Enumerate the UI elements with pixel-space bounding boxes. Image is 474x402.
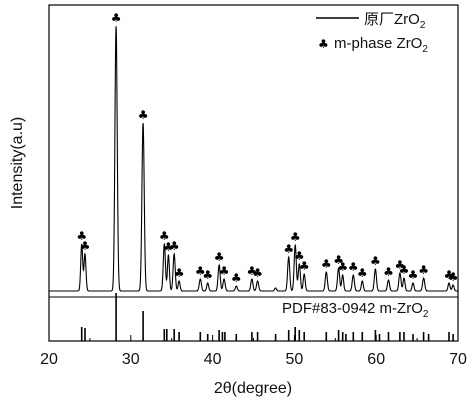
peak-marker-club-icon: ♣ [202,268,213,282]
peak-marker-club-icon: ♣ [357,266,368,280]
x-tick-label: 40 [204,351,222,368]
peak-marker-club-icon: ♣ [290,230,301,244]
peak-marker-club-icon: ♣ [395,258,406,272]
peak-marker-club-icon: ♣ [399,263,410,277]
peak-marker-club-icon: ♣ [252,266,263,280]
plot-area: ♣♣♣♣♣♣♣♣ ♣♣♣♣ ♣ ♣♣♣♣♣♣ ♣ ♣♣ ♣♣♣♣ ♣♣♣ ♣ ♣♣ 20 30 40 5… [40,4,467,368]
peak-marker-club-icon: ♣ [444,268,455,282]
legend: 原厂ZrO2 ♣ m-phase ZrO2 [316,11,428,55]
x-tick-label: 70 [449,351,467,368]
reference-card-label: PDF#83-0942 m-ZrO2 [282,300,429,320]
peak-marker-club-icon: ♣ [418,263,429,277]
peak-marker-club-icon: ♣ [383,265,394,279]
peak-markers: ♣♣♣♣♣♣♣♣ ♣♣♣♣ ♣ ♣♣♣♣♣♣ ♣ ♣♣ ♣♣♣♣ ♣♣♣ ♣ ♣♣ [76,11,458,285]
reference-card-label-subscript: 2 [423,309,429,320]
legend-label-original-subscript: 2 [420,20,426,31]
peak-marker-club-icon: ♣ [111,11,122,25]
peak-marker-club-icon: ♣ [370,254,381,268]
legend-label-original-text: 原厂ZrO [364,11,420,28]
peak-marker-club-icon: ♣ [321,257,332,271]
peak-marker-club-icon: ♣ [448,270,459,284]
x-tick-label: 60 [367,351,385,368]
peak-marker-club-icon: ♣ [408,268,419,282]
x-axis-title: 2θ(degree) [214,380,292,397]
x-tick-label: 50 [286,351,304,368]
peak-marker-club-icon: ♣ [138,108,149,122]
x-tick-label: 30 [122,351,140,368]
peak-marker-club-icon: ♣ [294,249,305,263]
legend-label-original: 原厂ZrO2 [364,11,426,31]
peak-marker-club-icon: ♣ [231,271,242,285]
reference-sticks [80,293,454,341]
peak-marker-club-icon: ♣ [169,239,180,253]
peak-marker-club-icon: ♣ [163,240,174,254]
legend-label-mphase: m-phase ZrO2 [334,35,428,55]
xrd-pattern-line [49,26,458,292]
peak-marker-club-icon: ♣ [80,239,91,253]
reference-card-label-text: PDF#83-0942 m-ZrO [282,300,423,317]
legend-club-icon: ♣ [318,37,329,51]
x-tick-label: 20 [40,351,58,368]
legend-label-mphase-text: m-phase ZrO [334,35,422,52]
peak-marker-club-icon: ♣ [214,250,225,264]
peak-marker-club-icon: ♣ [337,260,348,274]
peak-marker-club-icon: ♣ [76,229,87,243]
y-axis-title: Intensity(a.u) [9,117,26,209]
peak-marker-club-icon: ♣ [159,229,170,243]
peak-marker-club-icon: ♣ [219,264,230,278]
x-axis-ticks: 20 30 40 50 60 70 [40,335,467,368]
peak-marker-club-icon: ♣ [348,260,359,274]
peak-marker-club-icon: ♣ [195,264,206,278]
legend-label-mphase-subscript: 2 [422,44,428,55]
peak-marker-club-icon: ♣ [333,253,344,267]
peak-marker-club-icon: ♣ [174,266,185,280]
peak-marker-club-icon: ♣ [299,259,310,273]
peak-marker-club-icon: ♣ [247,264,258,278]
peak-marker-club-icon: ♣ [283,242,294,256]
